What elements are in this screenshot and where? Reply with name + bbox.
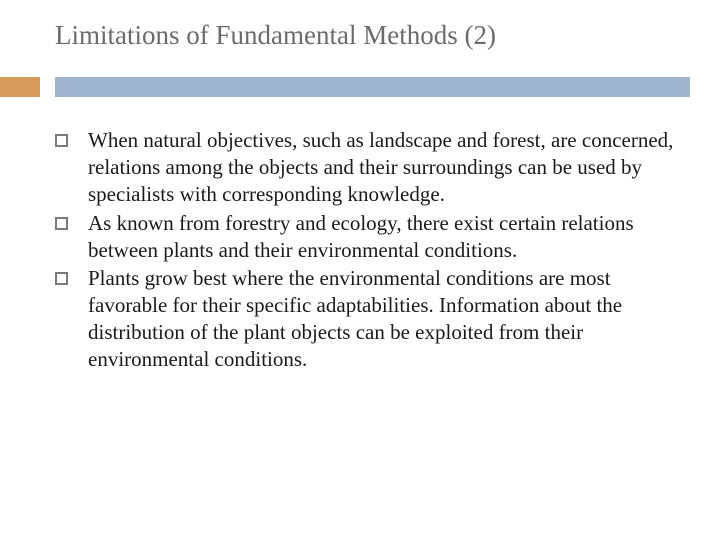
square-bullet-icon [55,217,68,230]
list-item: When natural objectives, such as landsca… [55,127,680,208]
square-bullet-icon [55,272,68,285]
divider-bar [55,77,690,97]
slide-title: Limitations of Fundamental Methods (2) [0,20,720,51]
divider-row [0,77,720,97]
square-bullet-icon [55,134,68,147]
content-area: When natural objectives, such as landsca… [0,97,720,373]
list-item: As known from forestry and ecology, ther… [55,210,680,264]
accent-block [0,77,40,97]
bullet-text: When natural objectives, such as landsca… [88,127,680,208]
slide-container: Limitations of Fundamental Methods (2) W… [0,0,720,540]
list-item: Plants grow best where the environmental… [55,265,680,373]
bullet-text: As known from forestry and ecology, ther… [88,210,680,264]
bullet-text: Plants grow best where the environmental… [88,265,680,373]
